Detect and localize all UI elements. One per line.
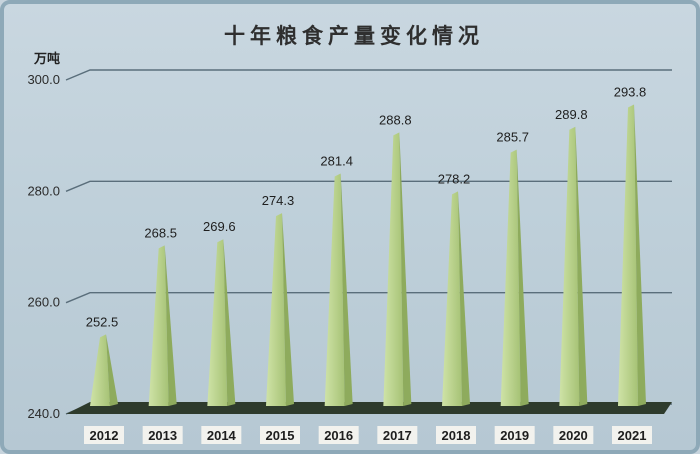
bar-side-2015: [282, 213, 294, 406]
x-tick-label: 2016: [324, 428, 353, 443]
bar-2014: [207, 239, 228, 406]
data-label: 274.3: [262, 193, 295, 208]
bar-side-2021: [634, 104, 646, 406]
data-label: 293.8: [614, 85, 647, 100]
y-axis-unit-label: 万吨: [34, 52, 61, 67]
y-tick-label: 280.0: [27, 183, 60, 198]
bar-side-2016: [340, 173, 353, 406]
x-tick-box: [84, 426, 124, 444]
data-label: 269.6: [203, 219, 236, 234]
bar-2016: [324, 173, 345, 406]
x-tick-box: [436, 426, 476, 444]
x-tick-box: [553, 426, 594, 444]
bar-side-2014: [223, 239, 236, 406]
x-tick-box: [377, 426, 418, 444]
bar-2019: [500, 149, 521, 406]
data-label: 289.8: [555, 107, 588, 122]
x-tick-box: [318, 426, 359, 444]
x-tick-label: 2017: [383, 428, 412, 443]
bar-side-2018: [458, 191, 470, 406]
x-tick-label: 2018: [442, 428, 471, 443]
x-tick-box: [142, 426, 183, 444]
x-tick-label: 2013: [148, 428, 177, 443]
bar-side-2012: [106, 334, 118, 406]
data-label: 281.4: [320, 154, 353, 169]
data-label: 288.8: [379, 112, 412, 127]
data-label: 278.2: [438, 171, 471, 186]
gridline: [65, 291, 672, 304]
y-tick-label: 240.0: [27, 406, 60, 421]
y-tick-label: 260.0: [27, 295, 60, 310]
x-tick-box: [260, 426, 300, 444]
x-tick-label: 2019: [500, 428, 529, 443]
x-tick-box: [201, 426, 242, 444]
x-tick-label: 2014: [207, 428, 237, 443]
data-label: 252.5: [86, 314, 119, 329]
bar-side-2013: [164, 245, 177, 406]
bar-2021: [618, 104, 638, 406]
bar-side-2020: [575, 126, 588, 406]
bar-2012: [90, 334, 110, 406]
bar-2017: [383, 132, 404, 406]
x-tick-label: 2012: [90, 428, 119, 443]
x-tick-label: 2021: [618, 428, 647, 443]
y-tick-label: 300.0: [27, 72, 60, 87]
data-label: 285.7: [496, 130, 529, 145]
bar-2020: [559, 126, 580, 406]
data-label: 268.5: [144, 225, 177, 240]
x-tick-label: 2015: [266, 428, 295, 443]
bar-2018: [442, 191, 462, 406]
x-tick-box: [494, 426, 535, 444]
chart-title: 十年粮食产量变化情况: [224, 24, 484, 48]
bar-side-2017: [399, 132, 412, 406]
x-tick-label: 2020: [559, 428, 588, 443]
bar-2013: [148, 245, 169, 406]
bar-2015: [266, 213, 286, 406]
gridline: [65, 180, 672, 192]
x-tick-box: [612, 426, 652, 444]
bar-side-2019: [516, 149, 529, 406]
gridline: [65, 69, 672, 81]
